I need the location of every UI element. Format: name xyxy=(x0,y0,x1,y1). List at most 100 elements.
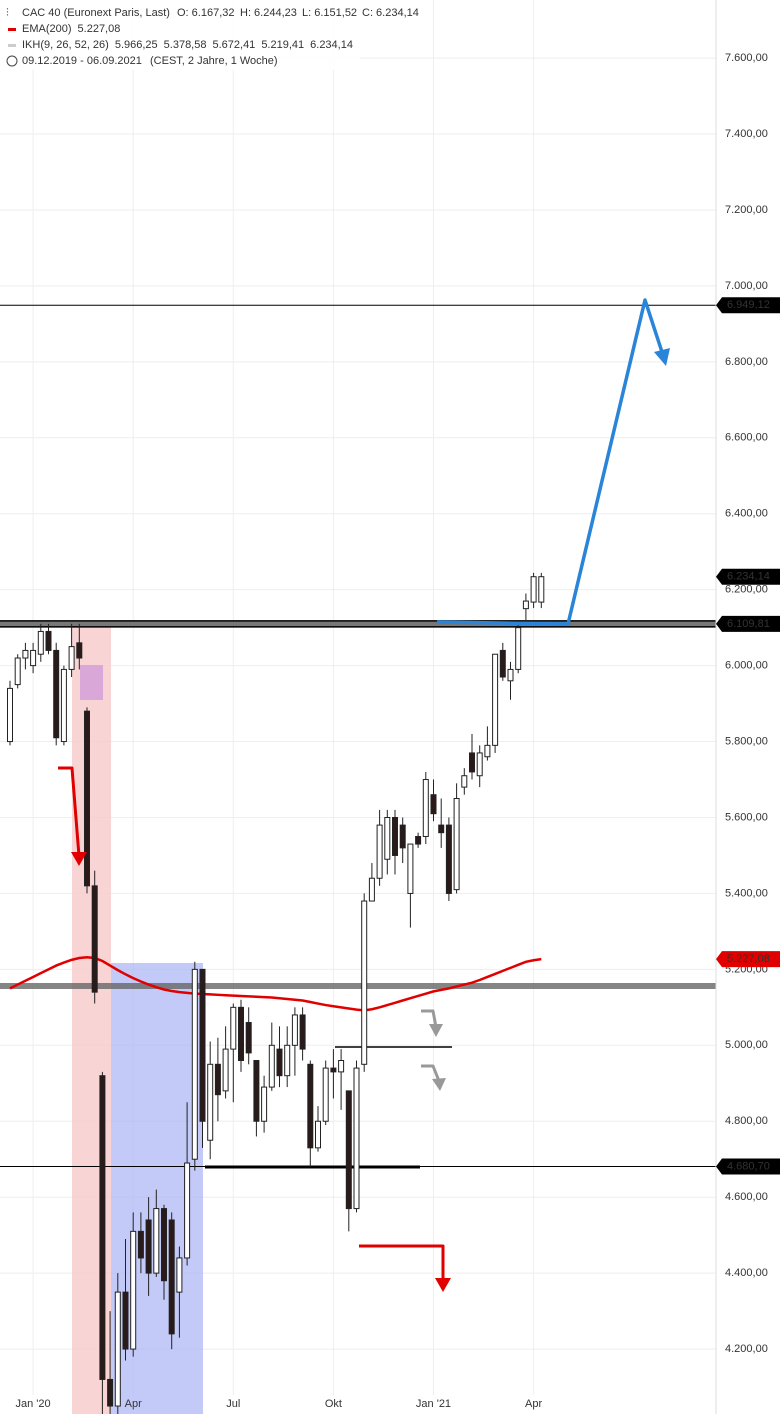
indicator-value: 6.234,14 xyxy=(310,39,353,51)
candle-body xyxy=(60,668,67,743)
price-tag xyxy=(716,1158,780,1175)
y-tick-label: 7.000,00 xyxy=(725,280,768,292)
price-tag xyxy=(716,297,780,314)
price-tag-label: 5.227,08 xyxy=(727,953,770,965)
support-band xyxy=(0,983,716,989)
arrows xyxy=(58,298,670,1292)
candle-body xyxy=(384,816,391,860)
price-tag-label: 6.109,81 xyxy=(727,618,770,630)
y-tick-label: 7.400,00 xyxy=(725,128,768,140)
candle-body xyxy=(353,1067,360,1210)
candle-body xyxy=(214,1063,221,1096)
y-tick-label: 4.800,00 xyxy=(725,1115,768,1127)
candle-body xyxy=(99,1075,106,1380)
y-tick-label: 6.000,00 xyxy=(725,660,768,672)
price-tag-label: 6.234,14 xyxy=(727,571,770,583)
candle-body xyxy=(368,877,375,902)
x-tick-label: Apr xyxy=(525,1398,542,1410)
candle-body xyxy=(22,649,29,659)
x-tick-label: Okt xyxy=(325,1398,342,1410)
candle-body xyxy=(407,843,414,894)
quote: H: 6.244,23 xyxy=(240,7,297,19)
y-tick-label: 5.600,00 xyxy=(725,811,768,823)
candle-body xyxy=(30,649,37,667)
candle-body xyxy=(114,1291,121,1407)
period-note: (CEST, 2 Jahre, 1 Woche) xyxy=(150,55,278,67)
candle-body xyxy=(107,1378,114,1407)
candle-body xyxy=(276,1048,283,1077)
candle-body xyxy=(145,1219,152,1274)
candle-body xyxy=(176,1257,183,1293)
candle-body xyxy=(253,1060,260,1122)
arrow xyxy=(58,766,81,857)
candle-body xyxy=(291,1014,298,1046)
price-tag xyxy=(716,568,780,585)
arrowhead xyxy=(429,1024,443,1037)
axis-labels: 7.600,00 7.400,00 7.200,00 7.000,00 6.800,00… xyxy=(16,52,780,1410)
candle-body xyxy=(230,1006,237,1050)
candle-body xyxy=(130,1230,137,1350)
candle-body xyxy=(161,1208,167,1282)
candle-body xyxy=(284,1044,291,1077)
candle-body xyxy=(7,687,13,743)
y-tick-label: 5.800,00 xyxy=(725,735,768,747)
candle-body xyxy=(245,1022,252,1054)
y-tick-label: 5.000,00 xyxy=(725,1039,768,1051)
candle-body xyxy=(268,1044,275,1088)
candle-body xyxy=(238,1006,244,1061)
candle-body xyxy=(122,1291,129,1350)
candle-body xyxy=(422,779,429,837)
candle-body xyxy=(538,576,545,603)
projection-arrow xyxy=(436,298,664,626)
candle-body xyxy=(137,1230,144,1259)
candle-body xyxy=(168,1219,175,1335)
candle-body xyxy=(191,968,198,1160)
quote: O: 6.167,32 xyxy=(177,7,235,19)
arrow xyxy=(359,1244,445,1280)
x-tick-label: Apr xyxy=(125,1398,142,1410)
highlight-box xyxy=(80,665,103,700)
header-bg xyxy=(0,0,360,70)
candle-body xyxy=(415,835,422,845)
indicator-value: 5.219,41 xyxy=(261,39,304,51)
x-tick-label: Jan '21 xyxy=(416,1398,451,1410)
quote: L: 6.151,52 xyxy=(302,7,357,19)
candle-body xyxy=(469,752,475,773)
legend-swatch xyxy=(8,28,16,31)
y-tick-label: 6.800,00 xyxy=(725,356,768,368)
arrowhead xyxy=(435,1278,451,1292)
candle-body xyxy=(53,649,60,739)
clock-icon xyxy=(6,55,18,67)
candle-body xyxy=(492,653,499,746)
y-tick-label: 5.400,00 xyxy=(725,887,768,899)
price-tag xyxy=(716,615,780,632)
candle-body xyxy=(392,816,398,856)
y-tick-label: 7.200,00 xyxy=(725,204,768,216)
candle-body xyxy=(222,1048,229,1092)
quote: C: 6.234,14 xyxy=(362,7,419,19)
candle-body xyxy=(45,630,52,651)
candle-body xyxy=(453,798,460,891)
candle-body xyxy=(345,1090,352,1210)
legend-swatch xyxy=(8,44,16,47)
icon: ⫶ xyxy=(6,7,9,19)
candle-body xyxy=(199,968,206,1122)
candle-body xyxy=(84,710,90,887)
candle-body xyxy=(261,1086,268,1122)
candle-body xyxy=(307,1063,314,1149)
arrowhead xyxy=(71,852,87,866)
plot xyxy=(0,304,716,1414)
indicator-value: 5.378,58 xyxy=(164,39,207,51)
candle-body xyxy=(361,900,368,1065)
period: 09.12.2019 - 06.09.2021 xyxy=(22,55,142,67)
price-tag-label: 6.949,12 xyxy=(727,299,770,311)
candle-body xyxy=(91,885,98,993)
candle-body xyxy=(399,824,406,849)
y-tick-label: 4.400,00 xyxy=(725,1267,768,1279)
candle-body xyxy=(338,1060,345,1073)
x-tick-label: Jan '20 xyxy=(16,1398,51,1410)
arrow xyxy=(421,1009,438,1028)
candle-body xyxy=(330,1067,337,1073)
candle-body xyxy=(499,649,506,678)
